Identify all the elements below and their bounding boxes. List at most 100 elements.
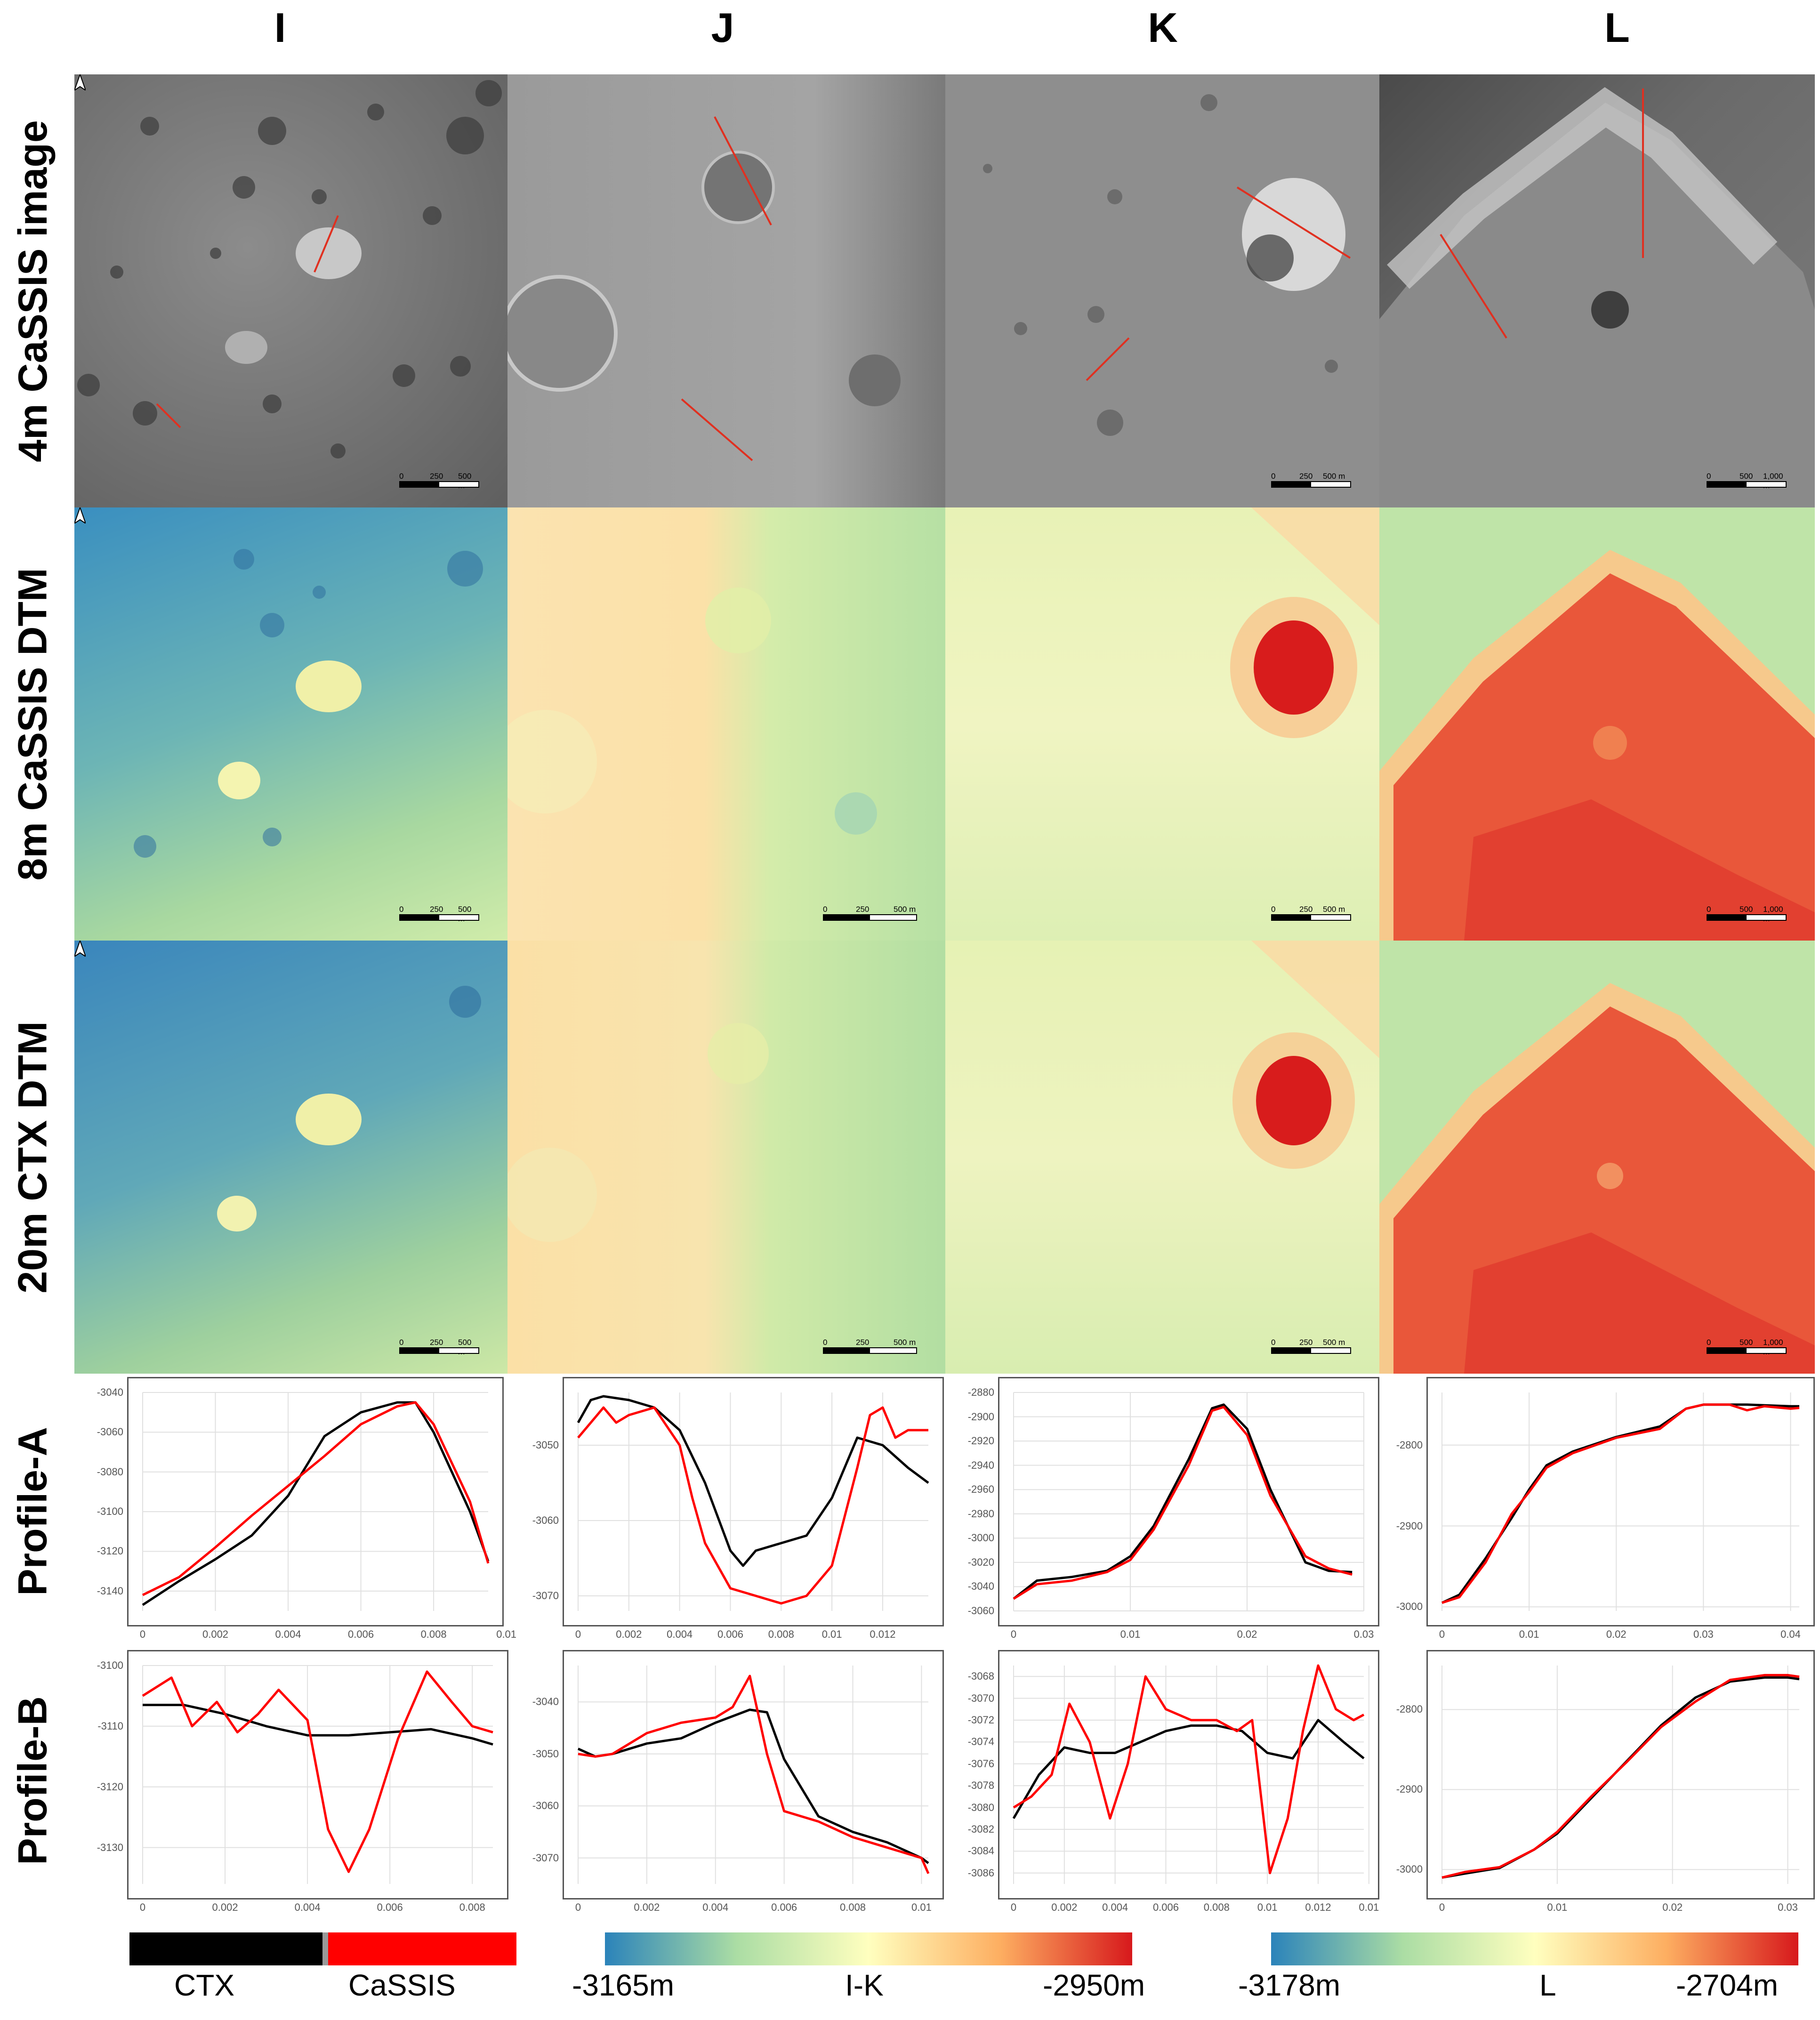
dtm-j-features [507,587,877,835]
y-tick-label: -3000 [1396,1601,1423,1613]
column-header-j: J [711,4,734,51]
row-header-cassis-image: 4m CaSSIS image [0,74,66,507]
x-tick-label: 0.008 [768,1628,794,1640]
scalebar-k-ctx: 0 250 500 m [1271,1338,1351,1357]
x-tick-label: 0.02 [1606,1628,1627,1640]
image-panel-j [507,74,945,507]
y-tick-label: -3100 [97,1659,123,1671]
scalebar-label: 0 [399,472,404,481]
scalebar-i-ctx: 0 250 500 m [399,1338,479,1357]
series-line-ctx [142,1401,490,1606]
north-arrow-icon [74,941,86,957]
profile-chart-l-a [1426,1377,1815,1626]
row-header-cassis-dtm: 8m CaSSIS DTM [0,507,66,941]
x-tick-label: 0.03 [1778,1901,1798,1913]
image-j-features [507,116,901,461]
series-line-cassis [1013,1406,1353,1600]
y-tick-label: -2900 [1396,1783,1423,1795]
north-arrow-icon [74,507,86,523]
x-tick-label: 0.01 [1519,1628,1539,1640]
dtm-i-features [134,549,483,858]
y-tick-label: -2880 [967,1386,994,1398]
x-tick-label: 0 [575,1901,581,1913]
x-tick-label: 0.004 [275,1628,301,1640]
profile-svg [1012,1664,1369,1884]
x-tick-label: 0.006 [348,1628,374,1640]
row-header-profile-a: Profile-A [0,1377,66,1645]
series-line-cassis [1442,1403,1800,1604]
scalebar-label: 0 [823,905,828,914]
y-tick-label: -3086 [967,1867,994,1879]
scalebar-label: 250 [430,472,443,481]
scalebar-i-image: 0 250 500 m [399,472,479,491]
column-header-l: L [1604,4,1630,51]
x-tick-label: 0.04 [1780,1628,1801,1640]
dtm-ctx-i-features [217,986,481,1231]
x-tick-label: 0.008 [839,1901,866,1913]
scalebar-label: 250 [1299,472,1313,481]
column-header-k: K [1148,4,1178,51]
legend-ramp1-min: -3165m [572,1968,674,2002]
legend-colorramp-l [1271,1932,1798,1965]
dtm-ctx-panel-k: 0 250 500 m [945,941,1379,1374]
x-tick-label: 0.002 [202,1628,229,1640]
scalebar-label: 0 [823,1338,828,1347]
x-tick-label: 0.006 [1152,1901,1179,1913]
row-header-ctx-dtm: 20m CTX DTM [0,941,66,1374]
y-tick-label: -3070 [532,1590,559,1602]
x-tick-label: 0.01 [1359,1901,1379,1913]
legend-ramp1-max: -2950m [1043,1968,1145,2002]
profile-chart-i-a [127,1377,507,1626]
image-l-features [1379,87,1815,507]
scalebar-label: 250 [430,905,443,914]
row-header-profile-a-text: Profile-A [10,1426,56,1596]
scalebar-label: 0 [1707,1338,1711,1347]
scalebar-j-dtm: 0 250 500 m [823,905,917,924]
scalebar-label: 500 m [1323,1338,1345,1347]
y-tick-label: -3076 [967,1757,994,1770]
profile-svg [1013,1392,1364,1611]
image-k-features [983,94,1351,436]
series-line-cassis [142,1401,490,1596]
x-tick-label: 0.01 [1120,1628,1141,1640]
scalebar-label: 250 [856,905,870,914]
x-tick-label: 0.004 [294,1901,321,1913]
y-tick-label: -3050 [532,1439,559,1451]
x-tick-label: 0.008 [459,1901,485,1913]
y-tick-label: -3082 [967,1823,994,1835]
scalebar-label: 0 [1271,472,1276,481]
series-line-cassis [577,1406,928,1605]
y-tick-label: -2940 [967,1459,994,1471]
profile-svg [142,1665,493,1884]
dtm-ctx-j-features [507,1023,769,1242]
y-tick-label: -3110 [97,1720,123,1732]
scalebar-label: 500 [1739,905,1753,914]
scalebar-l-ctx: 0 500 1,000 m [1707,1338,1787,1357]
x-tick-label: 0.002 [1051,1901,1078,1913]
y-tick-label: -3040 [532,1696,559,1708]
y-tick-label: -3084 [967,1845,994,1857]
y-tick-label: -3040 [967,1580,994,1593]
x-tick-label: 0 [139,1901,146,1913]
y-tick-label: -2900 [1396,1520,1423,1532]
y-tick-label: -2900 [967,1410,994,1423]
scalebar-label: 500 [1739,472,1753,481]
scalebar-label: 250 [1299,1338,1313,1347]
x-tick-label: 0.008 [420,1628,447,1640]
image-i-features [77,80,502,459]
x-tick-label: 0 [1010,1901,1017,1913]
y-tick-label: -3000 [1396,1863,1423,1875]
x-tick-label: 0 [1439,1628,1445,1640]
series-line-cassis [142,1670,493,1873]
image-panel-l: 0 500 1,000 m [1379,74,1815,507]
y-tick-label: -3120 [97,1780,123,1793]
scalebar-label: 250 [856,1338,870,1347]
legend-ctx-swatch [129,1932,322,1965]
scalebar-label: 250 [430,1338,443,1347]
dtm-k-features [1230,507,1379,738]
profile-svg [1441,1392,1800,1611]
x-tick-label: 0 [1010,1628,1017,1640]
profile-chart-j-a [563,1377,944,1626]
x-tick-label: 0.012 [870,1628,896,1640]
x-tick-label: 0.01 [911,1901,932,1913]
